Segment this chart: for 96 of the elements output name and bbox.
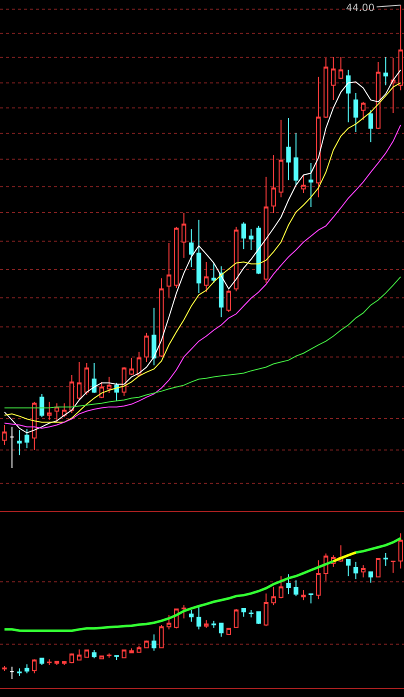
candlestick xyxy=(376,62,381,130)
candlestick xyxy=(226,290,232,313)
candlestick xyxy=(390,57,396,114)
candlestick xyxy=(166,242,172,298)
candlestick xyxy=(17,668,22,676)
candlestick xyxy=(286,118,291,181)
candlestick xyxy=(248,228,254,250)
candlestick xyxy=(62,660,67,666)
candlestick xyxy=(196,606,202,630)
candlestick xyxy=(256,611,261,625)
candlestick xyxy=(196,219,202,294)
candlestick xyxy=(189,610,194,622)
candlestick xyxy=(47,658,52,666)
candlestick xyxy=(278,576,284,599)
candlestick xyxy=(383,552,388,566)
candlestick xyxy=(204,620,209,628)
candlestick xyxy=(316,76,321,198)
candlestick xyxy=(278,119,284,198)
candlestick xyxy=(294,580,298,597)
candlestick xyxy=(204,262,209,293)
candlestick xyxy=(383,56,388,86)
candlestick xyxy=(136,645,142,653)
candlestick xyxy=(159,624,164,649)
candlestick xyxy=(368,571,374,584)
candlestick xyxy=(114,655,119,661)
candlestick xyxy=(106,652,112,658)
candlestick xyxy=(166,614,172,630)
candlestick xyxy=(69,652,74,664)
candlestick xyxy=(92,649,97,659)
candlestick xyxy=(324,57,328,119)
candlestick xyxy=(360,101,366,120)
candlestick xyxy=(390,560,396,574)
candlestick xyxy=(218,266,224,318)
candlestick xyxy=(152,634,156,652)
candlestick xyxy=(331,56,336,100)
candlestick xyxy=(10,426,14,469)
candlestick xyxy=(234,608,239,628)
candlestick xyxy=(152,307,156,366)
candlestick xyxy=(47,401,52,420)
candlestick xyxy=(114,382,119,402)
candlestick xyxy=(84,362,90,396)
candlestick xyxy=(144,640,149,649)
candlestick xyxy=(40,393,44,418)
candlestick xyxy=(129,648,134,654)
candlestick xyxy=(182,212,186,258)
candlestick xyxy=(32,658,37,674)
candlestick xyxy=(218,622,224,638)
candlestick xyxy=(211,620,216,628)
candlestick xyxy=(211,262,216,284)
candlestick xyxy=(10,666,14,680)
candlestick xyxy=(294,132,298,186)
candlestick xyxy=(360,564,366,578)
candlestick xyxy=(182,604,186,619)
candlestick xyxy=(69,374,74,414)
candlestick xyxy=(24,664,30,674)
candlestick xyxy=(24,428,30,449)
candlestick xyxy=(368,110,374,143)
candlestick xyxy=(32,401,37,450)
candlestick xyxy=(241,222,246,250)
candlestick xyxy=(376,558,381,578)
candlestick xyxy=(286,574,291,595)
candlestick xyxy=(271,586,276,606)
candlestick xyxy=(264,176,268,284)
candlestick xyxy=(353,561,358,580)
candlestick xyxy=(106,376,112,394)
candlestick xyxy=(92,362,97,394)
candlestick xyxy=(346,558,351,577)
candlestick xyxy=(136,351,142,378)
candlestick xyxy=(308,162,314,208)
candlestick xyxy=(234,226,239,292)
candlestick xyxy=(174,226,179,288)
candlestick xyxy=(271,154,276,214)
candlestick xyxy=(338,56,344,80)
candlestick xyxy=(159,278,164,358)
candlestick xyxy=(76,648,82,661)
candlestick xyxy=(301,590,306,601)
candlestick xyxy=(264,592,268,627)
candlestick xyxy=(122,649,126,658)
candlestick xyxy=(256,225,261,275)
candlestick xyxy=(308,592,314,604)
candlestick xyxy=(346,69,351,123)
candlestick xyxy=(226,628,232,636)
candlestick xyxy=(129,357,134,376)
candlestick xyxy=(62,402,67,418)
candlestick xyxy=(353,92,358,132)
candlestick xyxy=(17,430,22,456)
candlestick xyxy=(54,402,60,423)
candlestick xyxy=(144,332,149,363)
candlestick xyxy=(84,649,90,658)
candlestick xyxy=(189,228,194,268)
annotation: 44.00 xyxy=(346,3,375,14)
candlestick xyxy=(301,174,306,194)
candlestick xyxy=(76,362,82,400)
candlestick xyxy=(241,608,246,618)
candlestick xyxy=(316,560,321,600)
candlestick xyxy=(248,610,254,618)
